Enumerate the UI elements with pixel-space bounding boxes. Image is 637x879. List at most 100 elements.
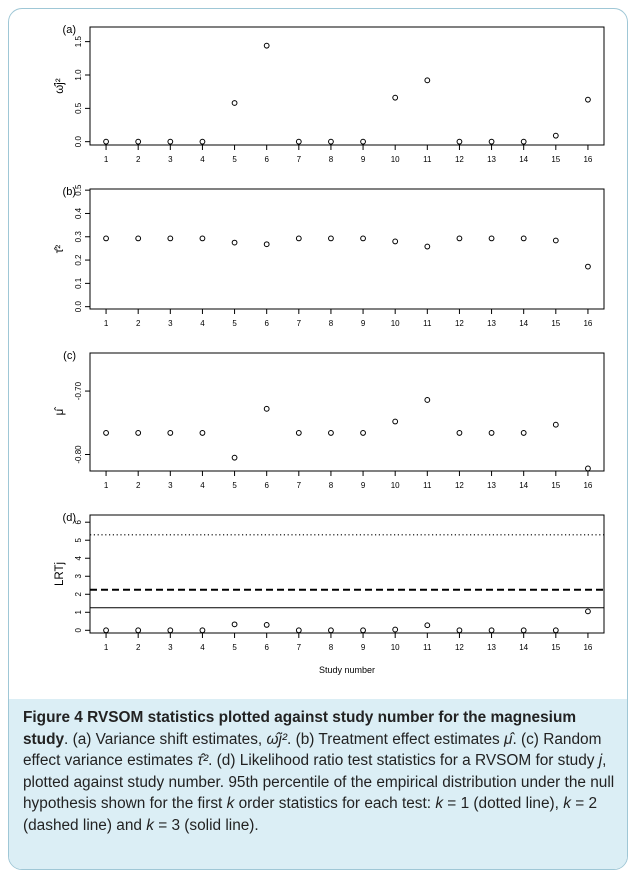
panel-label: (b) (63, 186, 76, 198)
data-point (167, 627, 174, 634)
data-point (392, 238, 399, 245)
x-tick-label: 13 (487, 481, 496, 490)
data-point (103, 138, 109, 145)
data-point (552, 627, 559, 634)
data-point (199, 138, 206, 145)
x-tick-label: 6 (264, 155, 269, 164)
data-point (456, 627, 463, 634)
y-tick-label: 1.5 (74, 36, 83, 48)
y-tick-label: 0.1 (74, 277, 83, 289)
data-point (231, 621, 238, 628)
figure-frame: (a) 0.0 0.5 1.0 1.5 ω̂j² 1 2 3 4 5 6 7 8 9 10 11 12 13 14 15… (8, 8, 628, 870)
caption-k-2: k (435, 795, 444, 812)
x-tick-label: 11 (423, 155, 432, 164)
x-tick-label: 1 (104, 319, 109, 328)
data-point (199, 430, 206, 436)
y-tick-label: 4 (74, 555, 83, 560)
x-tick-label: 4 (200, 319, 205, 328)
y-tick-label: 1 (74, 610, 83, 615)
data-point (328, 138, 334, 145)
y-axis-label: τ̂² (54, 245, 66, 254)
y-axis-label: LRTj (54, 562, 66, 586)
x-tick-label: 12 (455, 155, 464, 164)
data-point (360, 235, 366, 242)
y-tick-label: 0.3 (74, 231, 83, 243)
data-point (328, 430, 334, 436)
data-point (167, 138, 174, 145)
y-tick-label: -0.70 (74, 381, 83, 400)
y-tick-label: 1.0 (74, 69, 83, 81)
y-tick-label: 0.2 (74, 254, 83, 266)
data-point (167, 430, 174, 436)
caption-mu-symbol: μ̂ (504, 730, 513, 748)
data-point (295, 627, 302, 634)
x-tick-label: 4 (200, 481, 205, 490)
caption-text-5: , plotted against study number. 95th per… (23, 752, 615, 812)
x-tick-label: 8 (329, 481, 334, 490)
data-point (295, 235, 302, 242)
y-tick-label: 0.0 (74, 136, 83, 148)
data-point (103, 627, 109, 634)
x-tick-label: 8 (329, 155, 334, 164)
data-point (424, 397, 431, 403)
data-point (167, 235, 174, 242)
data-point (456, 430, 463, 436)
y-axis-label: ω̂j² (54, 78, 66, 94)
caption-text-9: = 3 (solid line). (153, 816, 259, 834)
data-point (520, 627, 527, 634)
x-tick-label: 7 (297, 481, 302, 490)
data-point (263, 241, 270, 248)
panel-label: (d) (63, 512, 76, 524)
x-tick-label: 6 (264, 481, 269, 490)
x-tick-label: 16 (583, 155, 592, 164)
x-tick-label: 11 (423, 481, 432, 490)
x-tick-label: 12 (455, 643, 464, 652)
caption-j: j (598, 752, 603, 769)
x-tick-label: 2 (136, 481, 141, 490)
plot-box (89, 514, 605, 634)
y-tick-label: 0.0 (74, 301, 83, 313)
x-tick-label: 5 (232, 155, 237, 164)
y-tick-label: 2 (74, 591, 83, 596)
x-tick-label: 2 (136, 643, 141, 652)
data-point (488, 627, 495, 634)
x-tick-label: 4 (200, 643, 205, 652)
x-tick-label: 15 (551, 319, 560, 328)
panel-label: (a) (63, 24, 76, 36)
panel-label: (c) (63, 350, 76, 362)
x-tick-label: 12 (455, 319, 464, 328)
x-tick-label: 7 (297, 155, 302, 164)
x-tick-label: 4 (200, 155, 205, 164)
caption-text-8: = 2 (dashed line) and (23, 795, 598, 834)
x-tick-label: 3 (168, 481, 173, 490)
data-point (520, 430, 527, 436)
data-point (263, 42, 270, 49)
data-point (488, 235, 495, 242)
x-tick-label: 10 (391, 155, 400, 164)
data-point (135, 138, 142, 145)
x-tick-label: 14 (519, 643, 528, 652)
panel-c: (c)-0.80-0.70μ̂1 2 3 4 5 6 7 8 9 10 11 12 13 14 15 16 (54, 350, 605, 490)
x-tick-label: 9 (361, 155, 366, 164)
x-tick-label: 16 (583, 319, 592, 328)
data-point (392, 94, 399, 101)
x-tick-label: 11 (423, 319, 432, 328)
y-tick-label: 6 (74, 519, 83, 524)
x-tick-label: 1 (104, 155, 109, 164)
data-point (488, 430, 495, 436)
data-point (488, 138, 495, 145)
x-tick-label: 13 (487, 319, 496, 328)
data-point (424, 243, 431, 250)
x-tick-label: 7 (297, 319, 302, 328)
y-axis-label: μ̂ (54, 407, 66, 416)
x-tick-label: 3 (168, 643, 173, 652)
y-tick-label: 5 (74, 537, 83, 542)
x-tick-label: 14 (519, 155, 528, 164)
x-tick-label: 1 (104, 481, 109, 490)
x-tick-label: 14 (519, 319, 528, 328)
x-tick-label: 8 (329, 643, 334, 652)
data-point (520, 235, 527, 242)
caption-k-1: k (226, 795, 235, 812)
data-point (456, 235, 463, 242)
